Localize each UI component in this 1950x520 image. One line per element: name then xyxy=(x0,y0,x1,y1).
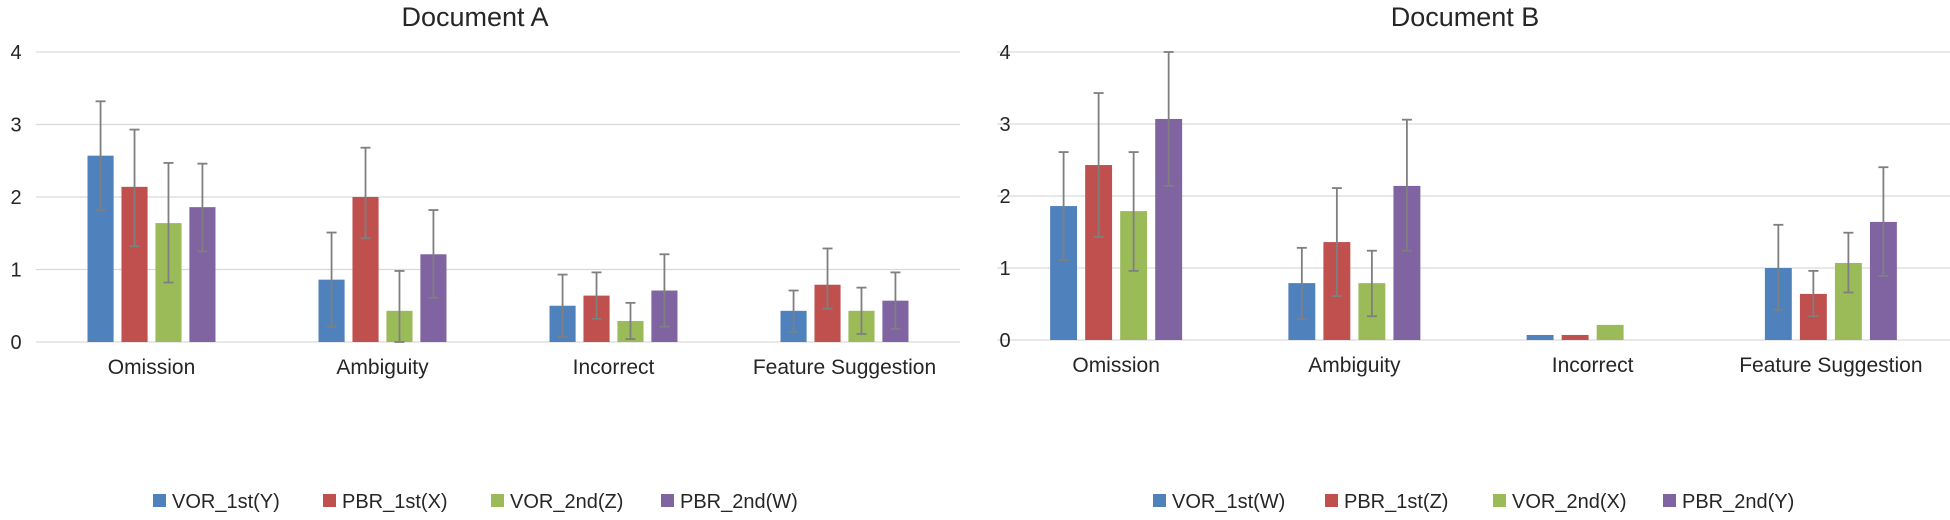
category-label: Incorrect xyxy=(1552,354,1634,377)
legend-swatch xyxy=(153,494,166,507)
category-label: Omission xyxy=(1072,354,1160,377)
legend-swatch xyxy=(1325,494,1338,507)
category-label: Feature Suggestion xyxy=(753,356,936,379)
category-label: Ambiguity xyxy=(336,356,429,379)
bar xyxy=(1596,324,1624,340)
category-label: Feature Suggestion xyxy=(1739,354,1922,377)
legend-label: PBR_1st(X) xyxy=(342,491,448,513)
legend-item: VOR_1st(W) xyxy=(1153,491,1285,513)
y-tick-label: 1 xyxy=(10,260,21,282)
legend-item: VOR_1st(Y) xyxy=(153,491,280,513)
y-tick-label: 2 xyxy=(999,186,1010,208)
legend-swatch xyxy=(661,494,674,507)
legend-label: VOR_1st(W) xyxy=(1172,491,1285,513)
y-tick-label: 0 xyxy=(999,330,1010,352)
legend-swatch xyxy=(491,494,504,507)
y-tick-label: 3 xyxy=(999,114,1010,136)
legend-label: VOR_2nd(X) xyxy=(1512,491,1627,513)
legend-item: VOR_2nd(Z) xyxy=(491,491,623,513)
legend-swatch xyxy=(1663,494,1676,507)
y-tick-label: 3 xyxy=(10,115,21,137)
chart-document-a: Document A 0 1 2 3 4 Omission Ambiguity Incorrec… xyxy=(10,2,960,513)
legend-item: PBR_2nd(W) xyxy=(661,491,798,513)
legend-swatch xyxy=(1153,494,1166,507)
legend-item: VOR_2nd(X) xyxy=(1493,491,1627,513)
category-label: Incorrect xyxy=(573,356,655,379)
legend-item: PBR_1st(Z) xyxy=(1325,491,1448,513)
chart-document-b: Document B 0 1 2 3 4 Omission Ambiguity Incorrec… xyxy=(997,2,1950,513)
legend-swatch xyxy=(323,494,336,507)
chart-title: Document A xyxy=(401,2,548,32)
legend-label: VOR_2nd(Z) xyxy=(510,491,623,513)
bar xyxy=(1561,334,1589,340)
chart-title: Document B xyxy=(1391,2,1540,32)
legend-swatch xyxy=(1493,494,1506,507)
legend-item: PBR_1st(X) xyxy=(323,491,448,513)
category-label: Omission xyxy=(108,356,196,379)
legend-label: PBR_1st(Z) xyxy=(1344,491,1448,513)
y-tick-label: 0 xyxy=(10,332,21,354)
legend-label: PBR_2nd(W) xyxy=(680,491,798,513)
y-tick-label: 4 xyxy=(10,42,21,64)
legend-item: PBR_2nd(Y) xyxy=(1663,491,1794,513)
category-label: Ambiguity xyxy=(1308,354,1401,377)
bar xyxy=(1526,334,1554,340)
y-tick-label: 2 xyxy=(10,187,21,209)
legend-label: VOR_1st(Y) xyxy=(172,491,280,513)
y-tick-label: 1 xyxy=(999,258,1010,280)
legend-label: PBR_2nd(Y) xyxy=(1682,491,1794,513)
y-tick-label: 4 xyxy=(999,42,1010,64)
